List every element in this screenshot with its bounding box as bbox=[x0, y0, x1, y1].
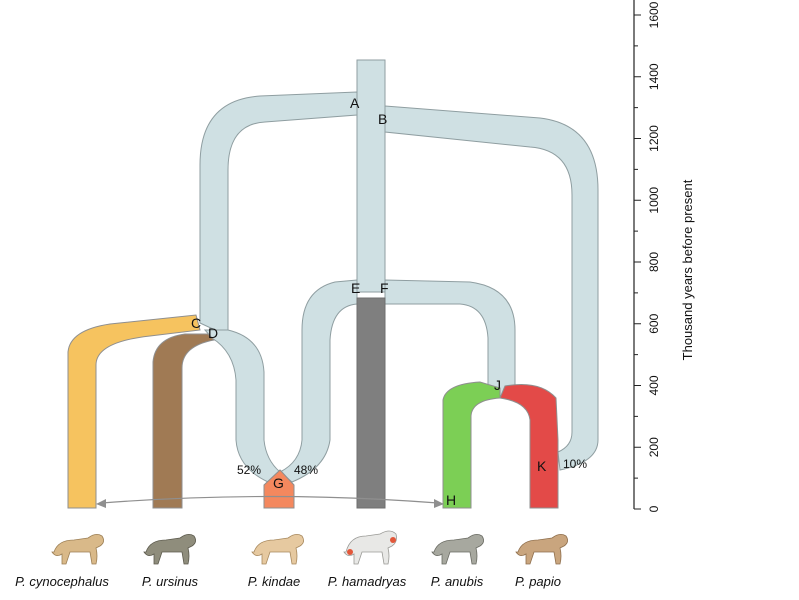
node-label-F: F bbox=[380, 280, 389, 296]
tick-label: 800 bbox=[647, 252, 661, 272]
axis-ticks: 0 200 400 600 800 1000 1200 1400 1600 bbox=[634, 1, 661, 512]
baboon-ursinus-icon bbox=[143, 534, 196, 565]
node-label-A: A bbox=[350, 95, 360, 111]
branch-B-right bbox=[384, 105, 599, 471]
lineage-hamadryas bbox=[356, 297, 386, 509]
lineage-papio bbox=[499, 384, 559, 509]
species-label-cynocephalus: P. cynocephalus bbox=[15, 574, 109, 589]
species-label-kindae: P. kindae bbox=[247, 574, 301, 589]
tick-label: 0 bbox=[647, 505, 661, 512]
branch-A-left bbox=[199, 91, 358, 337]
branch-D-to-G bbox=[203, 329, 281, 483]
species-label-anubis: P. anubis bbox=[430, 574, 484, 589]
migration-arrow bbox=[96, 495, 444, 508]
lineage-kindae bbox=[263, 469, 295, 509]
tick-label: 1000 bbox=[647, 187, 661, 214]
admixture-right-percent: 48% bbox=[294, 463, 318, 477]
tick-label: 1200 bbox=[647, 125, 661, 152]
ancestral-lineages bbox=[199, 59, 599, 483]
branch-E-to-G bbox=[279, 279, 358, 483]
tick-label: 200 bbox=[647, 437, 661, 457]
species-label-hamadryas: P. hamadryas bbox=[327, 574, 407, 589]
node-label-K: K bbox=[537, 458, 547, 474]
tick-label: 400 bbox=[647, 375, 661, 395]
tick-label: 600 bbox=[647, 313, 661, 333]
baboon-hamadryas-icon bbox=[343, 530, 397, 565]
time-axis: 0 200 400 600 800 1000 1200 1400 1600 Thousand y… bbox=[633, 0, 695, 512]
root-trunk bbox=[356, 59, 386, 293]
axis-title: Thousand years before present bbox=[680, 179, 695, 360]
species-lineages bbox=[67, 297, 559, 509]
node-label-E: E bbox=[351, 280, 360, 296]
baboon-papio-icon bbox=[515, 534, 568, 565]
tick-label: 1400 bbox=[647, 63, 661, 90]
node-label-C: C bbox=[191, 315, 201, 331]
tick-label: 1600 bbox=[647, 1, 661, 28]
node-label-D: D bbox=[208, 325, 218, 341]
baboon-cynocephalus-icon bbox=[51, 534, 104, 565]
lineage-ursinus bbox=[152, 333, 216, 509]
arrowhead-right bbox=[434, 499, 444, 508]
baboon-kindae-icon bbox=[251, 534, 304, 565]
node-label-G: G bbox=[273, 475, 284, 491]
node-label-B: B bbox=[378, 111, 387, 127]
node-label-H: H bbox=[446, 492, 456, 508]
node-labels: A B C D E F G H J K bbox=[191, 95, 547, 508]
lineage-cynocephalus bbox=[67, 314, 201, 509]
arrowhead-left bbox=[96, 499, 106, 508]
admixture-papio-percent: 10% bbox=[563, 457, 587, 471]
admixture-left-percent: 52% bbox=[237, 463, 261, 477]
baboon-anubis-icon bbox=[431, 534, 484, 565]
lineage-anubis bbox=[442, 381, 501, 509]
species-label-papio: P. papio bbox=[514, 574, 562, 589]
node-label-J: J bbox=[494, 377, 501, 393]
species-label-ursinus: P. ursinus bbox=[141, 574, 199, 589]
